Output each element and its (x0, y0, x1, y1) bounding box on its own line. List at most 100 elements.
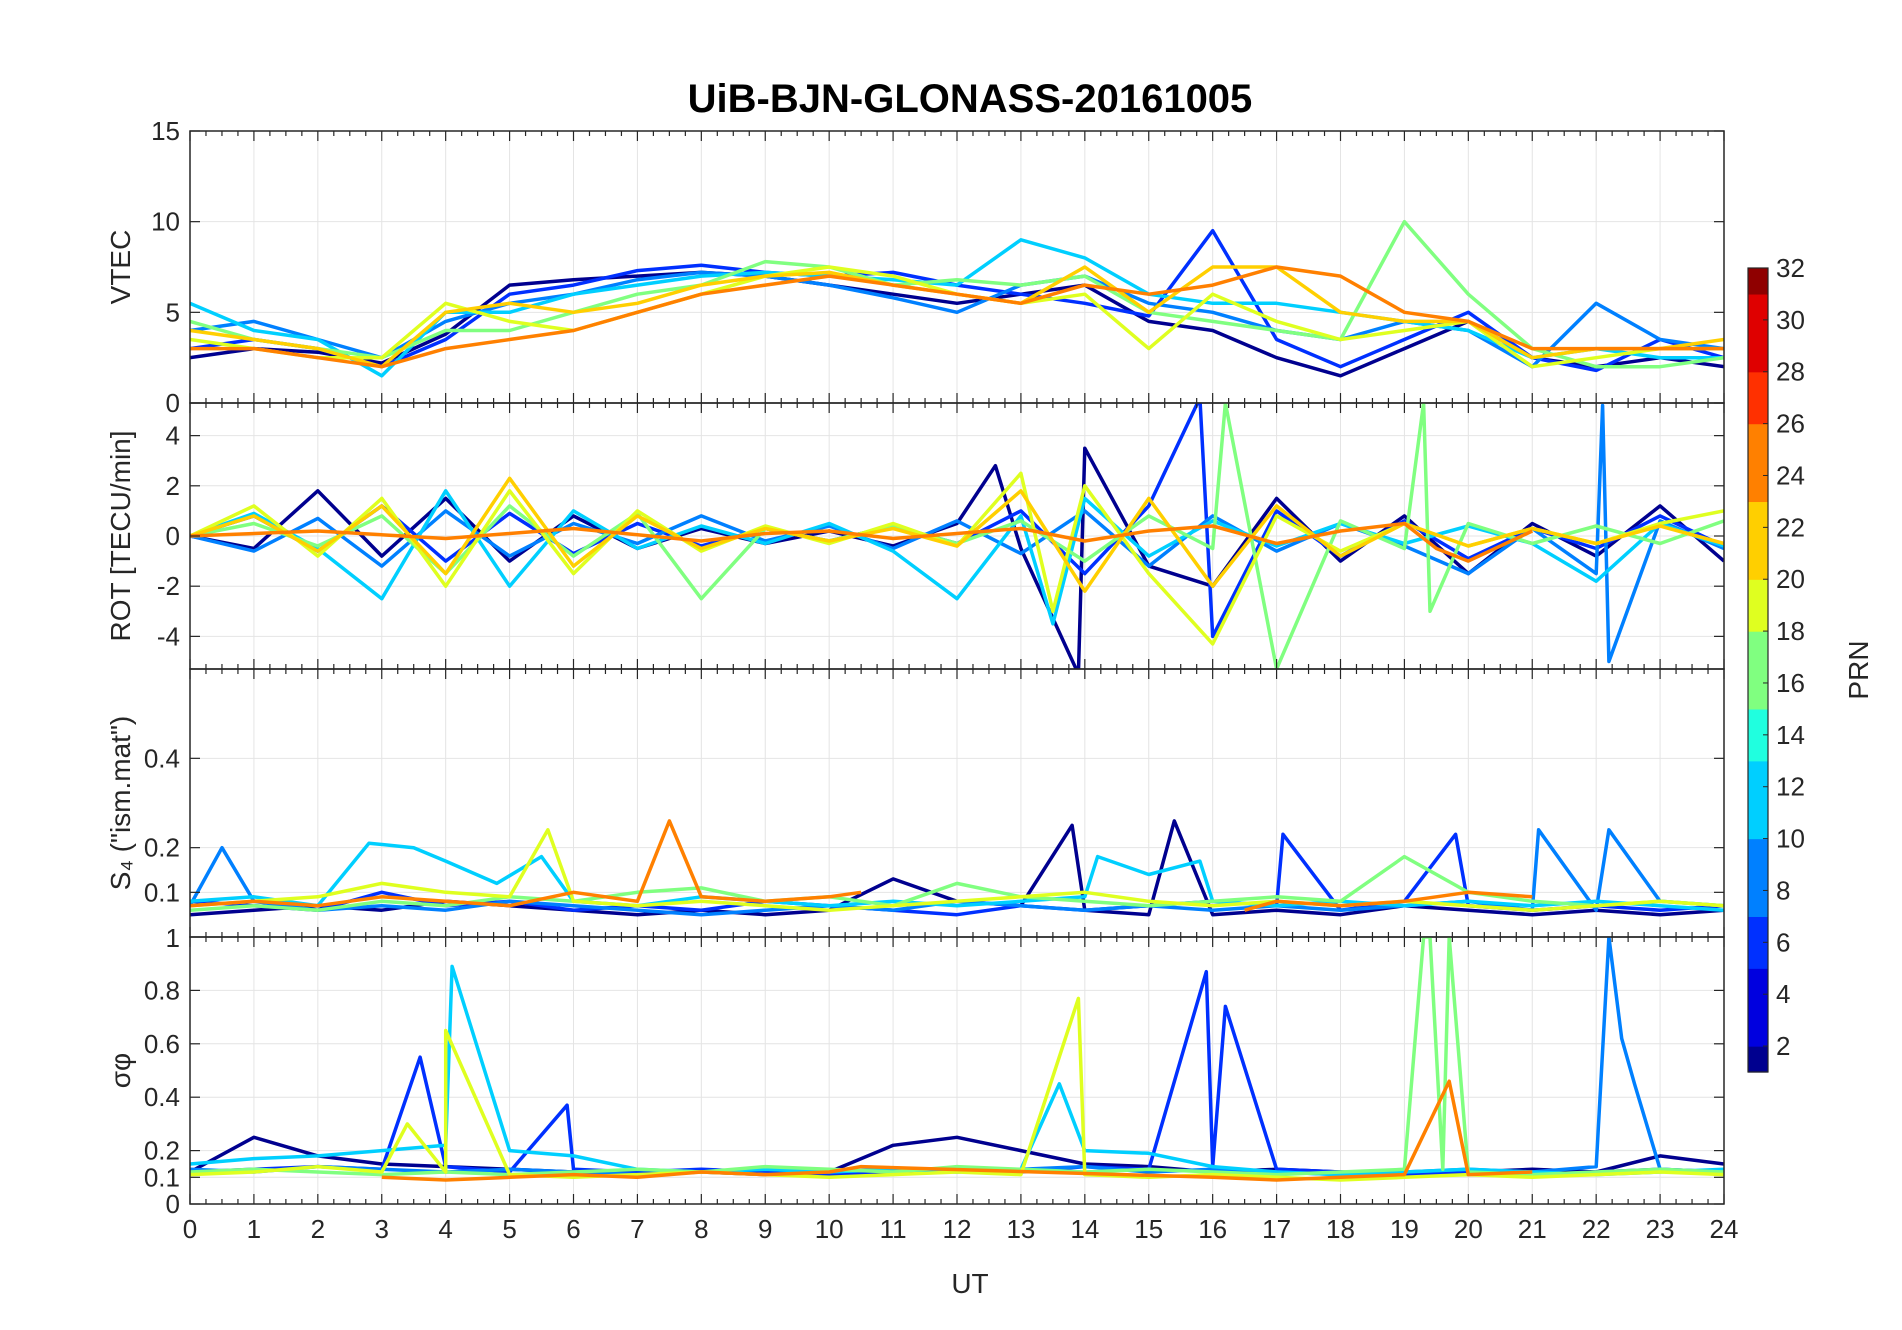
y-tick-label: 0.4 (144, 743, 180, 773)
series-line-prn-23 (190, 819, 862, 908)
series-line-prn-24 (1244, 890, 1533, 912)
colorbar-tick-label: 10 (1776, 824, 1805, 854)
y-tick-label: 0 (166, 521, 180, 551)
colorbar-segment (1748, 371, 1768, 399)
series-line-prn-23 (190, 265, 1724, 369)
colorbar-tick-label: 8 (1776, 875, 1790, 905)
colorbar-segment (1748, 734, 1768, 762)
colorbar-segment (1748, 423, 1768, 451)
x-tick-label: 12 (943, 1214, 972, 1244)
y-tick-label: 0 (166, 1189, 180, 1219)
colorbar-segment (1748, 345, 1768, 373)
colorbar-segment (1748, 397, 1768, 425)
panel-1: 0 5 10 15 VTEC (105, 116, 1725, 418)
series-line-prn-5 (190, 403, 1724, 639)
y-tick-label: -4 (157, 621, 180, 651)
x-tick-label: 4 (438, 1214, 452, 1244)
x-tick-label: 21 (1518, 1214, 1547, 1244)
x-axis-label: UT (951, 1268, 988, 1299)
colorbar-segment (1748, 657, 1768, 684)
colorbar-tick-label: 16 (1776, 668, 1805, 698)
y-tick-label: 0.6 (144, 1029, 180, 1059)
panel-2: -4 -2 0 2 4 ROT [TECU/min] (105, 402, 1725, 670)
colorbar-segment (1748, 890, 1768, 917)
colorbar-tick-label: 32 (1776, 253, 1805, 283)
colorbar-segment (1748, 760, 1768, 788)
x-tick-label: 24 (1710, 1214, 1739, 1244)
y-axis-label: S₄ ("ism.mat") (105, 716, 136, 890)
x-tick-label: 17 (1262, 1214, 1291, 1244)
series-line-prn-21 (190, 476, 1724, 593)
panel-3: 0.1 0.2 0.4 S₄ ("ism.mat") (105, 668, 1725, 938)
x-tick-label: 13 (1006, 1214, 1035, 1244)
colorbar-tick-label: 26 (1776, 409, 1805, 439)
y-axis-label: ROT [TECU/min] (105, 430, 136, 641)
series-line-prn-19 (190, 996, 1724, 1182)
y-tick-label: 0.4 (144, 1082, 180, 1112)
x-tick-label: 23 (1646, 1214, 1675, 1244)
y-tick-label: 0.8 (144, 975, 180, 1005)
x-tick-label: 6 (566, 1214, 580, 1244)
y-tick-label: 5 (166, 297, 180, 327)
colorbar-tick-label: 20 (1776, 564, 1805, 594)
y-tick-label: 4 (166, 421, 180, 451)
x-tick-label: 3 (375, 1214, 389, 1244)
x-tick-label: 0 (183, 1214, 197, 1244)
y-tick-label: -2 (157, 571, 180, 601)
x-tick-label: 8 (694, 1214, 708, 1244)
y-tick-label: 0.2 (144, 833, 180, 863)
colorbar-tick-label: 28 (1776, 357, 1805, 387)
y-tick-label: 0.1 (144, 877, 180, 907)
colorbar-tick-label: 22 (1776, 512, 1805, 542)
colorbar-segment (1748, 605, 1768, 632)
colorbar-segment (1748, 475, 1768, 503)
colorbar-label: PRN (1843, 640, 1874, 699)
colorbar-segment (1748, 994, 1768, 1021)
x-tick-label: 2 (311, 1214, 325, 1244)
y-tick-label: 0 (166, 388, 180, 418)
colorbar-segment (1748, 268, 1768, 295)
colorbar-segment (1748, 864, 1768, 892)
colorbar-segment (1748, 708, 1768, 736)
y-tick-label: 0.2 (144, 1136, 180, 1166)
colorbar-segment (1748, 916, 1768, 943)
y-axis-label: σφ (105, 1053, 136, 1088)
colorbar-segment (1748, 527, 1768, 554)
x-tick-label: 9 (758, 1214, 772, 1244)
series-line-prn-23 (190, 521, 1534, 563)
colorbar-tick-label: 2 (1776, 1031, 1790, 1061)
x-tick-label: 14 (1070, 1214, 1099, 1244)
series-line-prn-12 (190, 489, 1724, 626)
colorbar-segment (1748, 631, 1768, 658)
series-group (190, 937, 1724, 1182)
colorbar-frame (1747, 267, 1769, 1073)
colorbar-tick-label: 14 (1776, 720, 1805, 750)
series-line-prn-16 (190, 219, 1724, 369)
series-line-prn-9 (190, 937, 1724, 1177)
colorbar-segment (1748, 812, 1768, 840)
chart-title: UiB-BJN-GLONASS-20161005 (688, 77, 1253, 121)
x-tick-label: 18 (1326, 1214, 1355, 1244)
x-tick-label: 22 (1582, 1214, 1611, 1244)
colorbar-tick-label: 4 (1776, 979, 1790, 1009)
x-tick-label: 11 (880, 1214, 907, 1244)
colorbar-tick-label: 24 (1776, 460, 1805, 490)
colorbar-segment (1748, 682, 1768, 710)
x-tick-label: 15 (1134, 1214, 1163, 1244)
y-tick-label: 1 (166, 923, 180, 953)
colorbar-segment (1748, 579, 1768, 606)
colorbar-tick-label: 6 (1776, 927, 1790, 957)
series-line-prn-9 (190, 403, 1724, 664)
colorbar-segment (1748, 319, 1768, 347)
y-axis-label: VTEC (105, 230, 136, 305)
colorbar-segment (1748, 838, 1768, 866)
x-tick-label: 1 (247, 1214, 261, 1244)
series-line-prn-23 (381, 1079, 1533, 1182)
colorbar-segment (1748, 449, 1768, 477)
series-group (190, 219, 1724, 378)
colorbar-segment (1748, 786, 1768, 814)
colorbar-segment (1748, 968, 1768, 995)
